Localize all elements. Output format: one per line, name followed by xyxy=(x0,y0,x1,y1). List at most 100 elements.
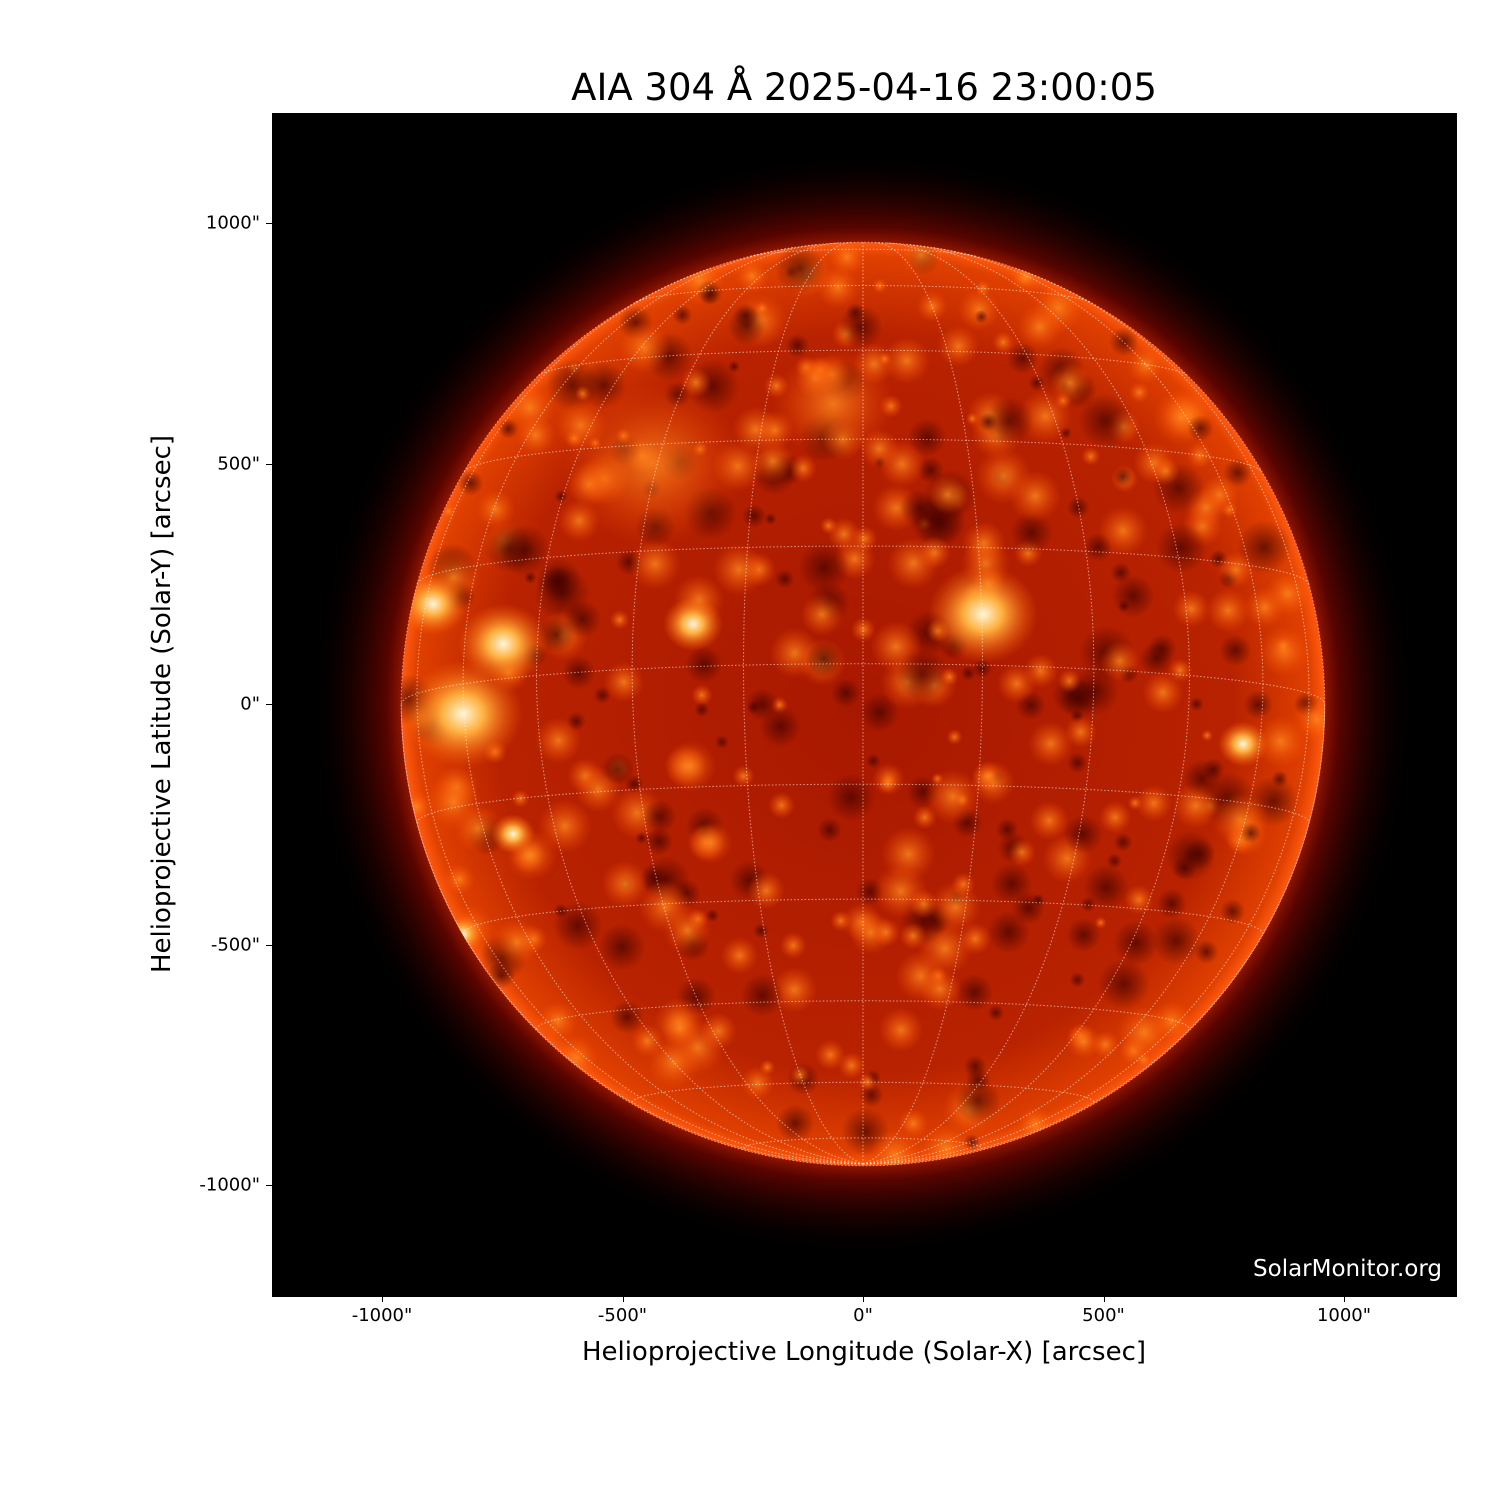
active-region xyxy=(458,603,548,685)
chromospheric-network xyxy=(747,871,786,910)
chromospheric-network xyxy=(1016,304,1063,350)
chromospheric-network xyxy=(603,661,645,703)
chromospheric-network xyxy=(1113,832,1133,852)
chromospheric-network xyxy=(800,592,844,636)
x-tick-label: 500" xyxy=(1082,1305,1125,1326)
y-tick-label: -500" xyxy=(210,934,260,955)
chromospheric-network xyxy=(845,303,865,323)
chromospheric-network xyxy=(776,1104,815,1143)
chromospheric-network xyxy=(764,512,777,526)
chromospheric-network xyxy=(753,923,769,939)
chromospheric-network xyxy=(1098,958,1150,1011)
chromospheric-network xyxy=(871,917,901,947)
chromospheric-network xyxy=(817,817,843,843)
chromospheric-network xyxy=(705,908,720,923)
chromospheric-network xyxy=(742,503,767,528)
chromospheric-network xyxy=(735,259,769,294)
chromospheric-network xyxy=(1109,326,1139,357)
active-region xyxy=(491,814,535,854)
chromospheric-network xyxy=(827,773,876,822)
chromospheric-network xyxy=(601,860,649,908)
chromospheric-network xyxy=(816,265,860,309)
chromospheric-network xyxy=(535,717,582,764)
chromospheric-network xyxy=(946,728,963,746)
chromospheric-network xyxy=(928,475,968,515)
chromospheric-network xyxy=(992,331,1015,354)
chromospheric-network xyxy=(1007,838,1036,867)
longitude-grid-line xyxy=(631,242,864,1165)
chromospheric-network xyxy=(493,918,541,967)
chromospheric-network xyxy=(925,769,981,825)
chromospheric-network xyxy=(1069,666,1119,716)
chromospheric-network xyxy=(645,827,674,856)
chromospheric-network xyxy=(1048,362,1091,404)
y-tick-mark xyxy=(266,1185,272,1186)
latitude-grid-line xyxy=(743,1137,983,1149)
chromospheric-network xyxy=(1080,896,1096,913)
chromospheric-network xyxy=(1116,1005,1172,1060)
chromospheric-network xyxy=(984,396,1034,446)
chromospheric-network xyxy=(963,1055,987,1078)
chromospheric-network xyxy=(987,910,1031,954)
longitude-grid-line xyxy=(862,242,1095,1165)
y-tick-label: -1000" xyxy=(199,1174,260,1196)
chromospheric-network xyxy=(1201,729,1214,742)
x-axis-label: Helioprojective Longitude (Solar-X) [arc… xyxy=(581,1337,1147,1367)
chromospheric-network xyxy=(850,616,876,643)
longitude-grid-line xyxy=(742,242,864,1165)
chromospheric-network xyxy=(868,1129,922,1166)
x-tick-label: 0" xyxy=(853,1305,873,1326)
chromospheric-network xyxy=(1189,697,1204,712)
chromospheric-network xyxy=(974,309,988,324)
chromospheric-network xyxy=(1182,759,1221,798)
longitude-grid-line xyxy=(535,244,864,1165)
latitude-grid-line xyxy=(750,248,976,257)
chromospheric-network xyxy=(831,678,861,708)
chromospheric-network xyxy=(554,489,568,504)
chromospheric-network xyxy=(1147,634,1177,663)
active-region xyxy=(663,597,723,651)
chromospheric-network xyxy=(672,305,693,325)
chromospheric-network xyxy=(617,321,670,374)
chromospheric-network xyxy=(515,414,556,456)
chromospheric-network xyxy=(1006,342,1039,375)
chromospheric-network xyxy=(732,765,755,788)
chromospheric-network xyxy=(917,536,951,570)
chromospheric-network xyxy=(785,333,810,358)
longitude-grid-line xyxy=(862,267,1310,1165)
chromospheric-network xyxy=(961,521,1007,566)
chromospheric-network xyxy=(789,454,817,483)
chromospheric-network xyxy=(1142,671,1184,714)
x-tick-mark xyxy=(1103,1296,1105,1302)
y-axis-label: Helioprojective Latitude (Solar-Y) [arcs… xyxy=(147,434,177,974)
chromospheric-network xyxy=(882,336,931,385)
chromospheric-network xyxy=(1254,715,1307,768)
chromospheric-network xyxy=(916,290,948,323)
chromospheric-network xyxy=(896,648,949,701)
chromospheric-network xyxy=(805,641,843,678)
chromospheric-network xyxy=(1273,636,1294,656)
chromospheric-network xyxy=(873,864,928,919)
chromospheric-network xyxy=(774,569,795,589)
chromospheric-network xyxy=(1128,381,1150,403)
chromospheric-network xyxy=(991,863,1033,905)
chromospheric-network xyxy=(751,439,795,483)
chromospheric-network xyxy=(955,973,994,1012)
chromospheric-network xyxy=(1219,634,1252,667)
latitude-grid-line xyxy=(416,783,1310,824)
chromospheric-network xyxy=(1126,346,1165,385)
chromospheric-network xyxy=(712,543,766,597)
chromospheric-network xyxy=(790,1064,811,1086)
chromospheric-network xyxy=(1009,470,1062,522)
y-tick-label: 1000" xyxy=(205,212,260,234)
chromospheric-network xyxy=(523,571,537,584)
chromospheric-network xyxy=(958,922,992,956)
chromospheric-network xyxy=(609,610,630,630)
chromospheric-network xyxy=(827,517,861,551)
chromospheric-network xyxy=(635,831,648,845)
longitude-grid-line xyxy=(862,244,1191,1165)
chromospheric-network xyxy=(746,700,761,714)
chromospheric-network xyxy=(960,665,977,681)
x-tick-mark xyxy=(863,1296,864,1302)
chromospheric-network xyxy=(610,1000,644,1034)
